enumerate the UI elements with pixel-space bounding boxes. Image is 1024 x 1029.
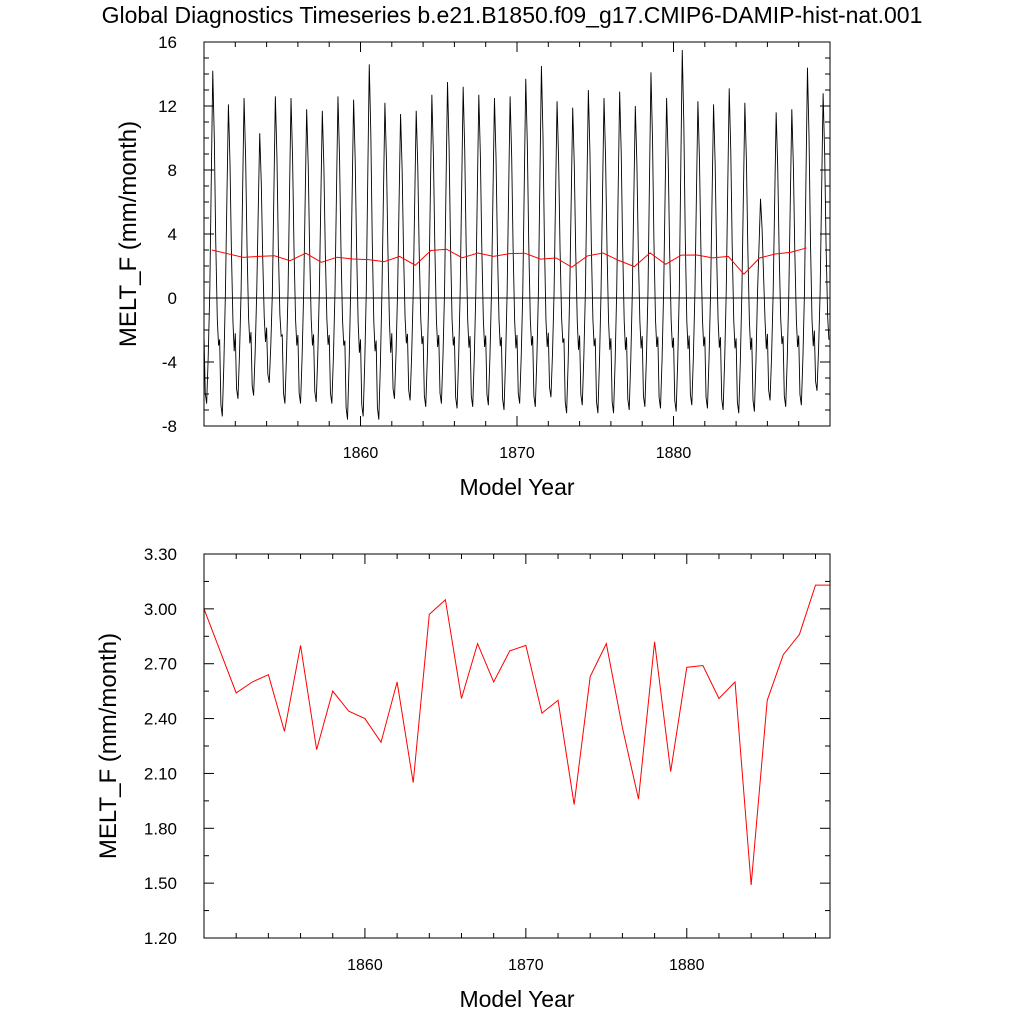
x-tick-label: 1880 [656,445,692,462]
y-tick-label: 2.10 [144,764,177,783]
y-tick-label: 3.00 [144,600,177,619]
x-axis-label: Model Year [459,986,574,1012]
y-tick-label: 8 [168,161,177,180]
x-tick-label: 1870 [508,957,544,974]
x-tick-label: 1880 [669,957,705,974]
plot-area [204,584,830,886]
y-tick-label: 1.80 [144,819,177,838]
y-tick-label: 1.50 [144,874,177,893]
y-tick-label: 1.20 [144,929,177,948]
y-tick-label: 2.70 [144,655,177,674]
plot-frame [203,553,831,939]
chart-title: Global Diagnostics Timeseries b.e21.B185… [102,2,923,28]
y-tick-label: -8 [162,417,177,436]
y-axis-label: MELT_F (mm/month) [115,121,142,347]
y-tick-label: 2.40 [144,710,177,729]
y-tick-label: -4 [162,353,177,372]
y-tick-label: 12 [158,97,177,116]
annual-mean-line [211,247,807,275]
y-tick-label: 4 [168,225,177,244]
annual-mean-line [204,584,830,886]
plot-area [204,49,830,420]
y-tick-label: 3.30 [144,545,177,564]
y-tick-label: 16 [158,33,177,52]
y-axis-label: MELT_F (mm/month) [95,633,122,859]
plot-frame [203,41,831,427]
x-tick-label: 1870 [499,445,535,462]
y-tick-label: 0 [168,289,177,308]
x-axis-label: Model Year [459,474,574,500]
x-tick-label: 1860 [347,957,383,974]
bottom-panel: 1.20 1.50 1.80 2.10 2.40 2.70 3.00 3.30 1860 1870… [95,545,831,1012]
top-panel: -8 -4 0 4 8 12 16 1860 1870 1880 MELT_F (mm/month)… [115,33,831,500]
x-tick-label: 1860 [343,445,379,462]
monthly-series-line [204,49,830,420]
